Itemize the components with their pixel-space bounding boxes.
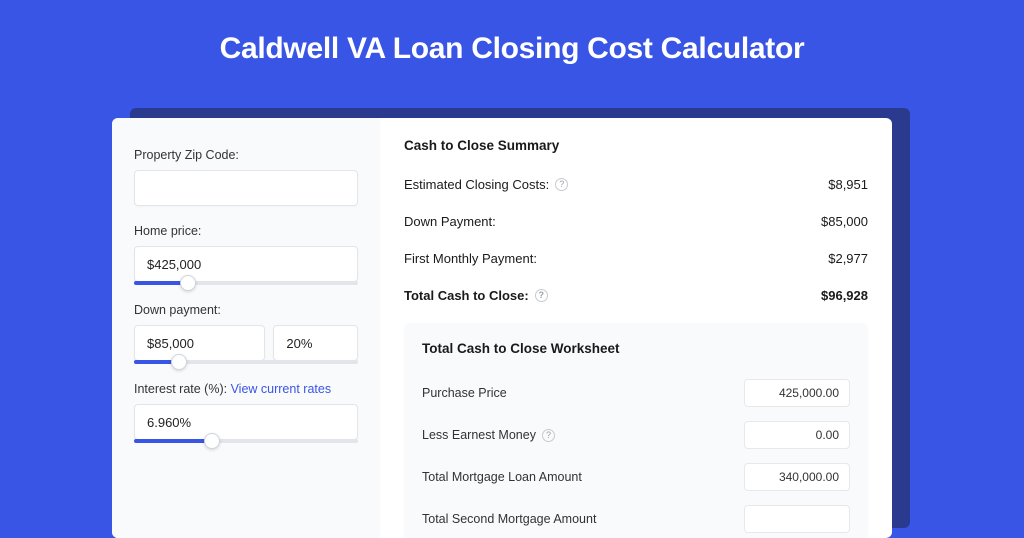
- label-text: Total Second Mortgage Amount: [422, 512, 596, 526]
- slider-track: [134, 360, 358, 364]
- slider-thumb[interactable]: [171, 354, 187, 370]
- summary-row-value: $8,951: [828, 177, 868, 192]
- help-icon[interactable]: ?: [555, 178, 568, 191]
- inputs-panel: Property Zip Code: Home price: Down paym…: [112, 118, 380, 538]
- interest-slider[interactable]: [134, 439, 358, 443]
- page-title: Caldwell VA Loan Closing Cost Calculator: [0, 0, 1024, 90]
- worksheet-row: Total Second Mortgage Amount: [422, 498, 850, 538]
- label-text: First Monthly Payment:: [404, 251, 537, 266]
- help-icon[interactable]: ?: [542, 429, 555, 442]
- help-icon[interactable]: ?: [535, 289, 548, 302]
- label-text: Total Mortgage Loan Amount: [422, 470, 582, 484]
- worksheet-title: Total Cash to Close Worksheet: [422, 341, 850, 356]
- label-text: Less Earnest Money: [422, 428, 536, 442]
- worksheet-input[interactable]: [744, 505, 850, 533]
- summary-section: Cash to Close Summary Estimated Closing …: [404, 138, 868, 317]
- zip-input[interactable]: [134, 170, 358, 206]
- summary-title: Cash to Close Summary: [404, 138, 868, 153]
- slider-thumb[interactable]: [204, 433, 220, 449]
- interest-label-text: Interest rate (%):: [134, 382, 231, 396]
- down-payment-slider[interactable]: [134, 360, 358, 364]
- slider-thumb[interactable]: [180, 275, 196, 291]
- home-price-input[interactable]: [134, 246, 358, 282]
- summary-row-label: First Monthly Payment:: [404, 251, 537, 266]
- calculator-card: Property Zip Code: Home price: Down paym…: [112, 118, 892, 538]
- results-panel: Cash to Close Summary Estimated Closing …: [380, 118, 892, 538]
- home-price-label: Home price:: [134, 224, 358, 238]
- down-payment-label: Down payment:: [134, 303, 358, 317]
- summary-row: Down Payment: $85,000: [404, 206, 868, 243]
- zip-label: Property Zip Code:: [134, 148, 358, 162]
- summary-row: First Monthly Payment: $2,977: [404, 243, 868, 280]
- worksheet-row: Total Mortgage Loan Amount: [422, 456, 850, 498]
- label-text: Purchase Price: [422, 386, 507, 400]
- worksheet-row: Less Earnest Money ?: [422, 414, 850, 456]
- summary-row-label: Down Payment:: [404, 214, 496, 229]
- worksheet-row-label: Total Second Mortgage Amount: [422, 512, 596, 526]
- view-rates-link[interactable]: View current rates: [231, 382, 332, 396]
- summary-row-value: $85,000: [821, 214, 868, 229]
- worksheet-row-label: Total Mortgage Loan Amount: [422, 470, 582, 484]
- worksheet-input[interactable]: [744, 463, 850, 491]
- label-text: Down Payment:: [404, 214, 496, 229]
- down-payment-row: [134, 325, 358, 361]
- interest-input[interactable]: [134, 404, 358, 440]
- home-price-slider[interactable]: [134, 281, 358, 285]
- label-text: Total Cash to Close:: [404, 288, 529, 303]
- slider-track: [134, 439, 358, 443]
- worksheet-row: Purchase Price: [422, 372, 850, 414]
- interest-field-group: Interest rate (%): View current rates: [134, 382, 358, 443]
- worksheet-input[interactable]: [744, 421, 850, 449]
- worksheet-section: Total Cash to Close Worksheet Purchase P…: [404, 323, 868, 538]
- home-price-field-group: Home price:: [134, 224, 358, 285]
- summary-row-label: Estimated Closing Costs: ?: [404, 177, 568, 192]
- summary-total-label: Total Cash to Close: ?: [404, 288, 548, 303]
- summary-row: Estimated Closing Costs: ? $8,951: [404, 169, 868, 206]
- summary-row-value: $2,977: [828, 251, 868, 266]
- zip-field-group: Property Zip Code:: [134, 148, 358, 206]
- summary-total-value: $96,928: [821, 288, 868, 303]
- slider-fill: [134, 439, 212, 443]
- down-payment-pct-input[interactable]: [273, 325, 358, 361]
- down-payment-field-group: Down payment:: [134, 303, 358, 364]
- worksheet-input[interactable]: [744, 379, 850, 407]
- worksheet-row-label: Less Earnest Money ?: [422, 428, 555, 442]
- down-payment-input[interactable]: [134, 325, 265, 361]
- slider-track: [134, 281, 358, 285]
- interest-label: Interest rate (%): View current rates: [134, 382, 358, 396]
- worksheet-row-label: Purchase Price: [422, 386, 507, 400]
- summary-total-row: Total Cash to Close: ? $96,928: [404, 280, 868, 317]
- label-text: Estimated Closing Costs:: [404, 177, 549, 192]
